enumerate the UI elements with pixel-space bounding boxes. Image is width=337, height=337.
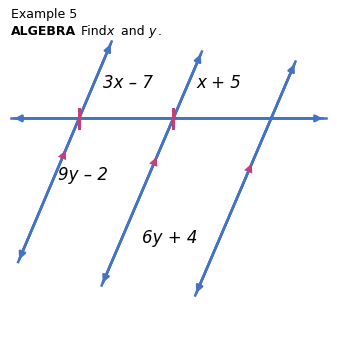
Text: 3x – 7: 3x – 7 bbox=[103, 73, 153, 92]
Text: .: . bbox=[158, 25, 162, 38]
Text: x + 5: x + 5 bbox=[196, 73, 241, 92]
Text: 6y + 4: 6y + 4 bbox=[142, 229, 197, 247]
Text: x: x bbox=[107, 25, 114, 38]
Text: and: and bbox=[117, 25, 148, 38]
Text: ALGEBRA: ALGEBRA bbox=[11, 25, 76, 38]
Text: y: y bbox=[148, 25, 156, 38]
Text: 9y – 2: 9y – 2 bbox=[58, 166, 108, 184]
Text: Example 5: Example 5 bbox=[11, 8, 78, 21]
Text: Find: Find bbox=[76, 25, 110, 38]
